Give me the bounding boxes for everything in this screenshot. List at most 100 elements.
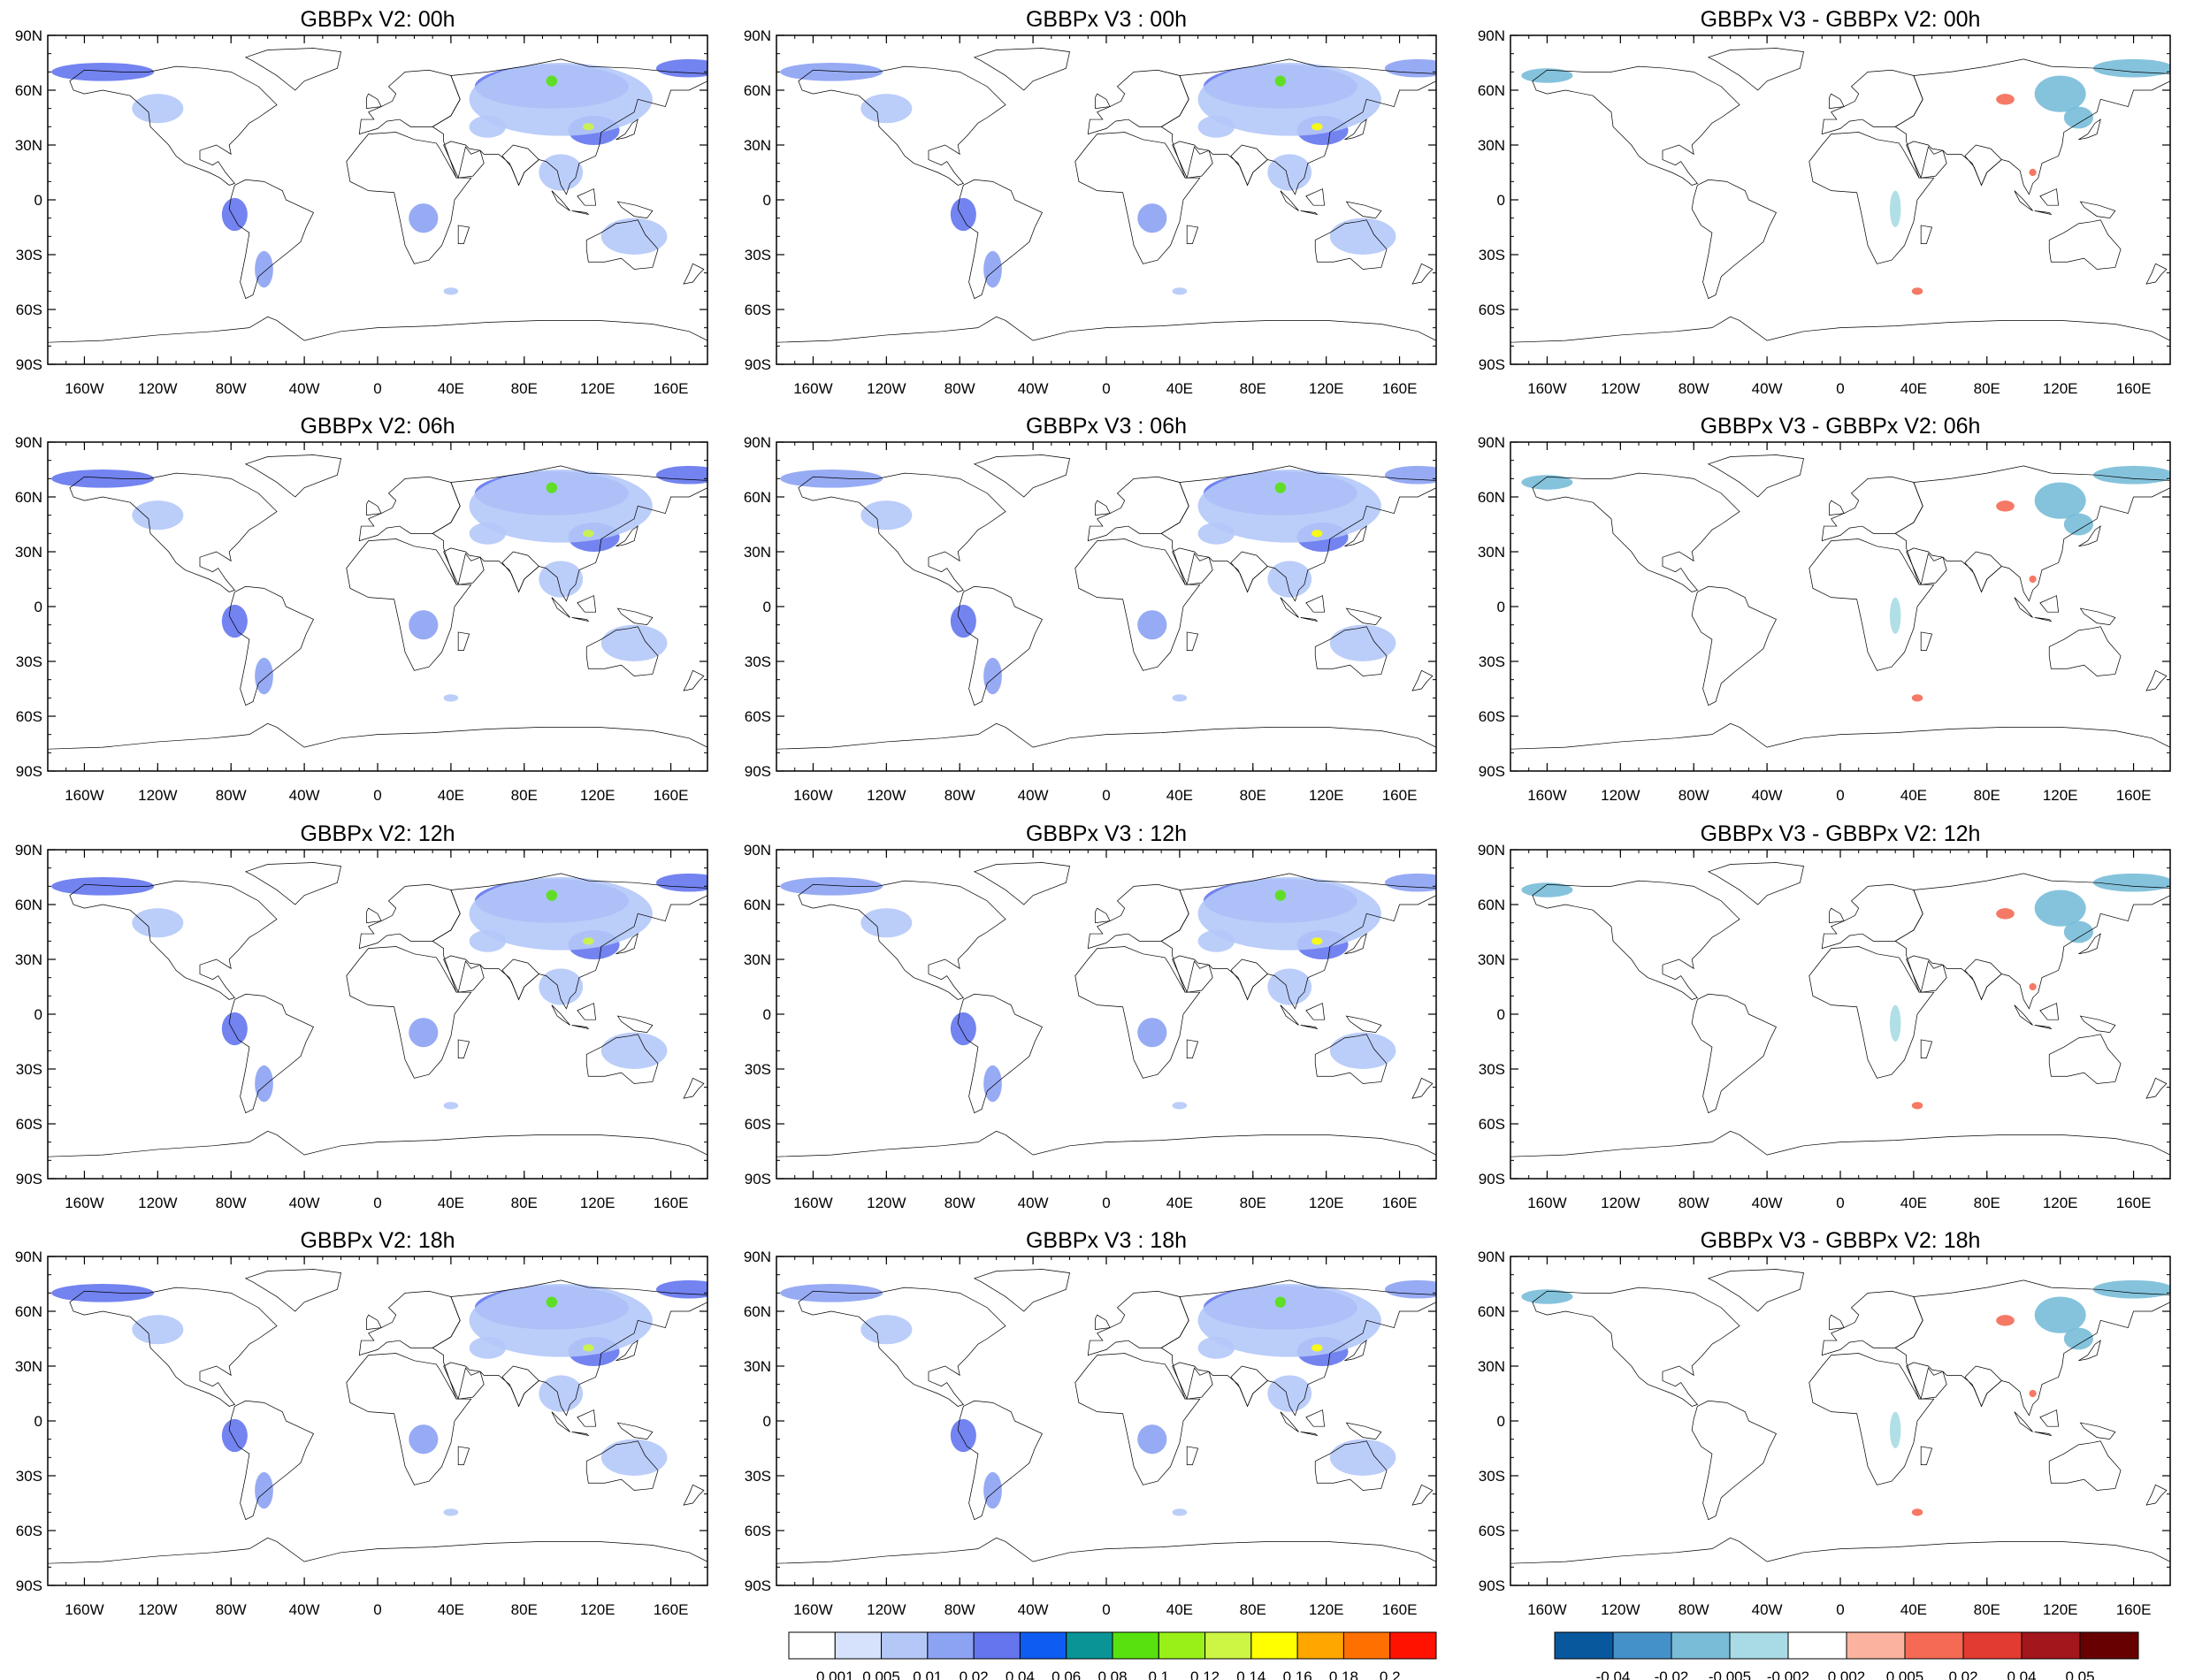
map-panel: GBBPx V3 - GBBPx V2: 00h 160W 120W 80W 40W 0 4… xyxy=(1478,7,2171,397)
emission-region xyxy=(1384,465,1436,485)
lat-tick-label: 90S xyxy=(16,356,42,373)
emission-region xyxy=(2092,465,2170,485)
lon-tick-label: 0 xyxy=(1836,1195,1844,1211)
colorbar-label: 0.06 xyxy=(1051,1669,1081,1680)
lat-tick-label: 90S xyxy=(16,763,42,780)
lon-tick-label: 160E xyxy=(2116,787,2152,804)
emission-region xyxy=(950,1418,976,1453)
emission-region xyxy=(443,287,459,295)
lon-tick-label: 0 xyxy=(1836,787,1844,804)
lon-tick-label: 120E xyxy=(580,1195,616,1211)
shading-layer xyxy=(51,1279,707,1516)
lon-tick-label: 40W xyxy=(289,380,320,397)
emission-region xyxy=(1996,908,2015,920)
lon-tick-label: 120E xyxy=(1309,1601,1344,1618)
emission-region xyxy=(469,1336,507,1359)
emission-region xyxy=(2092,873,2170,892)
lat-tick-label: 60S xyxy=(745,1523,771,1539)
map-panel: GBBPx V3 : 18h 160W 120W 80W 40W 0 40E 80E 120E 1… xyxy=(744,1228,1437,1618)
emission-region xyxy=(655,465,707,485)
lat-tick-label: 60N xyxy=(15,82,42,99)
shading-layer xyxy=(780,873,1436,1110)
emission-region xyxy=(860,94,913,124)
lon-tick-label: 80E xyxy=(1240,1601,1266,1618)
emission-region xyxy=(2063,920,2093,943)
lon-tick-label: 80W xyxy=(944,380,975,397)
colorbar-label: 0.12 xyxy=(1190,1669,1220,1680)
emission-region xyxy=(1274,890,1287,901)
lat-tick-label: 60N xyxy=(1478,1303,1505,1320)
colorbar-label: 0.2 xyxy=(1380,1669,1401,1680)
emission-region xyxy=(255,657,273,695)
emission-region xyxy=(255,1065,273,1103)
shading-layer xyxy=(51,58,707,295)
colorbar-box xyxy=(1250,1631,1298,1660)
emission-region xyxy=(546,890,558,901)
lat-tick-label: 0 xyxy=(1497,1413,1505,1430)
lon-tick-label: 80E xyxy=(1240,1195,1266,1211)
lat-tick-label: 30N xyxy=(744,137,771,154)
lat-tick-label: 60S xyxy=(16,1116,42,1133)
panel-title: GBBPx V3 - GBBPx V2: 00h xyxy=(1701,7,1981,32)
colorbar-box xyxy=(1671,1631,1731,1660)
lat-tick-label: 90N xyxy=(1478,842,1505,859)
lon-tick-label: 40W xyxy=(289,1195,320,1211)
emission-region xyxy=(51,63,155,81)
emission-region xyxy=(1384,58,1436,78)
lon-tick-label: 40E xyxy=(1900,380,1927,397)
lat-tick-label: 90N xyxy=(1478,27,1505,44)
lat-tick-label: 0 xyxy=(34,1006,42,1023)
emission-region xyxy=(1889,190,1901,227)
lon-tick-label: 120W xyxy=(1601,1601,1640,1618)
lat-tick-label: 90S xyxy=(745,356,771,373)
emission-region xyxy=(1137,610,1167,640)
lon-tick-label: 0 xyxy=(373,1195,381,1211)
colorbar-box xyxy=(1554,1631,1614,1660)
lon-tick-label: 0 xyxy=(1102,1601,1110,1618)
emission-region xyxy=(780,470,883,488)
lat-tick-label: 30N xyxy=(15,544,42,561)
emission-region xyxy=(1172,1508,1188,1516)
lat-tick-label: 60N xyxy=(15,897,42,913)
lat-tick-label: 0 xyxy=(34,599,42,615)
lat-tick-label: 30S xyxy=(745,1468,771,1485)
emission-region xyxy=(1197,877,1381,951)
lon-tick-label: 160W xyxy=(65,380,103,397)
emission-region xyxy=(132,1315,184,1345)
lon-tick-label: 40E xyxy=(1900,1601,1927,1618)
lon-tick-label: 80W xyxy=(216,380,247,397)
emission-region xyxy=(1197,522,1235,545)
shading-layer xyxy=(780,58,1436,295)
lon-tick-label: 160W xyxy=(65,787,103,804)
lat-tick-label: 60S xyxy=(745,708,771,725)
lat-tick-label: 30S xyxy=(745,247,771,263)
emission-region xyxy=(1172,694,1188,702)
colorbar-label: 0.04 xyxy=(2007,1669,2036,1680)
lon-tick-label: 40E xyxy=(438,787,464,804)
emission-region xyxy=(983,657,1002,695)
emission-region xyxy=(1197,1336,1235,1359)
emission-region xyxy=(546,482,558,493)
lat-tick-label: 60S xyxy=(16,1523,42,1539)
lon-tick-label: 120W xyxy=(867,787,906,804)
emission-region xyxy=(469,522,507,545)
emission-region xyxy=(1329,1032,1396,1069)
colorbar-label: -0.02 xyxy=(1655,1669,1689,1680)
emission-region xyxy=(1329,624,1396,661)
emission-region xyxy=(600,1439,668,1476)
lat-tick-label: 90S xyxy=(16,1171,42,1187)
lon-tick-label: 120E xyxy=(580,787,616,804)
lat-tick-label: 90S xyxy=(1479,763,1505,780)
lat-tick-label: 0 xyxy=(763,192,771,209)
lat-tick-label: 0 xyxy=(763,1006,771,1023)
lat-tick-label: 90S xyxy=(745,763,771,780)
emission-region xyxy=(780,877,883,896)
emission-region xyxy=(132,908,184,938)
lon-tick-label: 160W xyxy=(1527,380,1566,397)
emission-region xyxy=(860,500,913,531)
shading-layer xyxy=(51,465,707,702)
colorbar-box xyxy=(1112,1631,1159,1660)
emission-region xyxy=(409,203,439,233)
lon-tick-label: 160W xyxy=(793,787,832,804)
emission-region xyxy=(2034,482,2086,519)
